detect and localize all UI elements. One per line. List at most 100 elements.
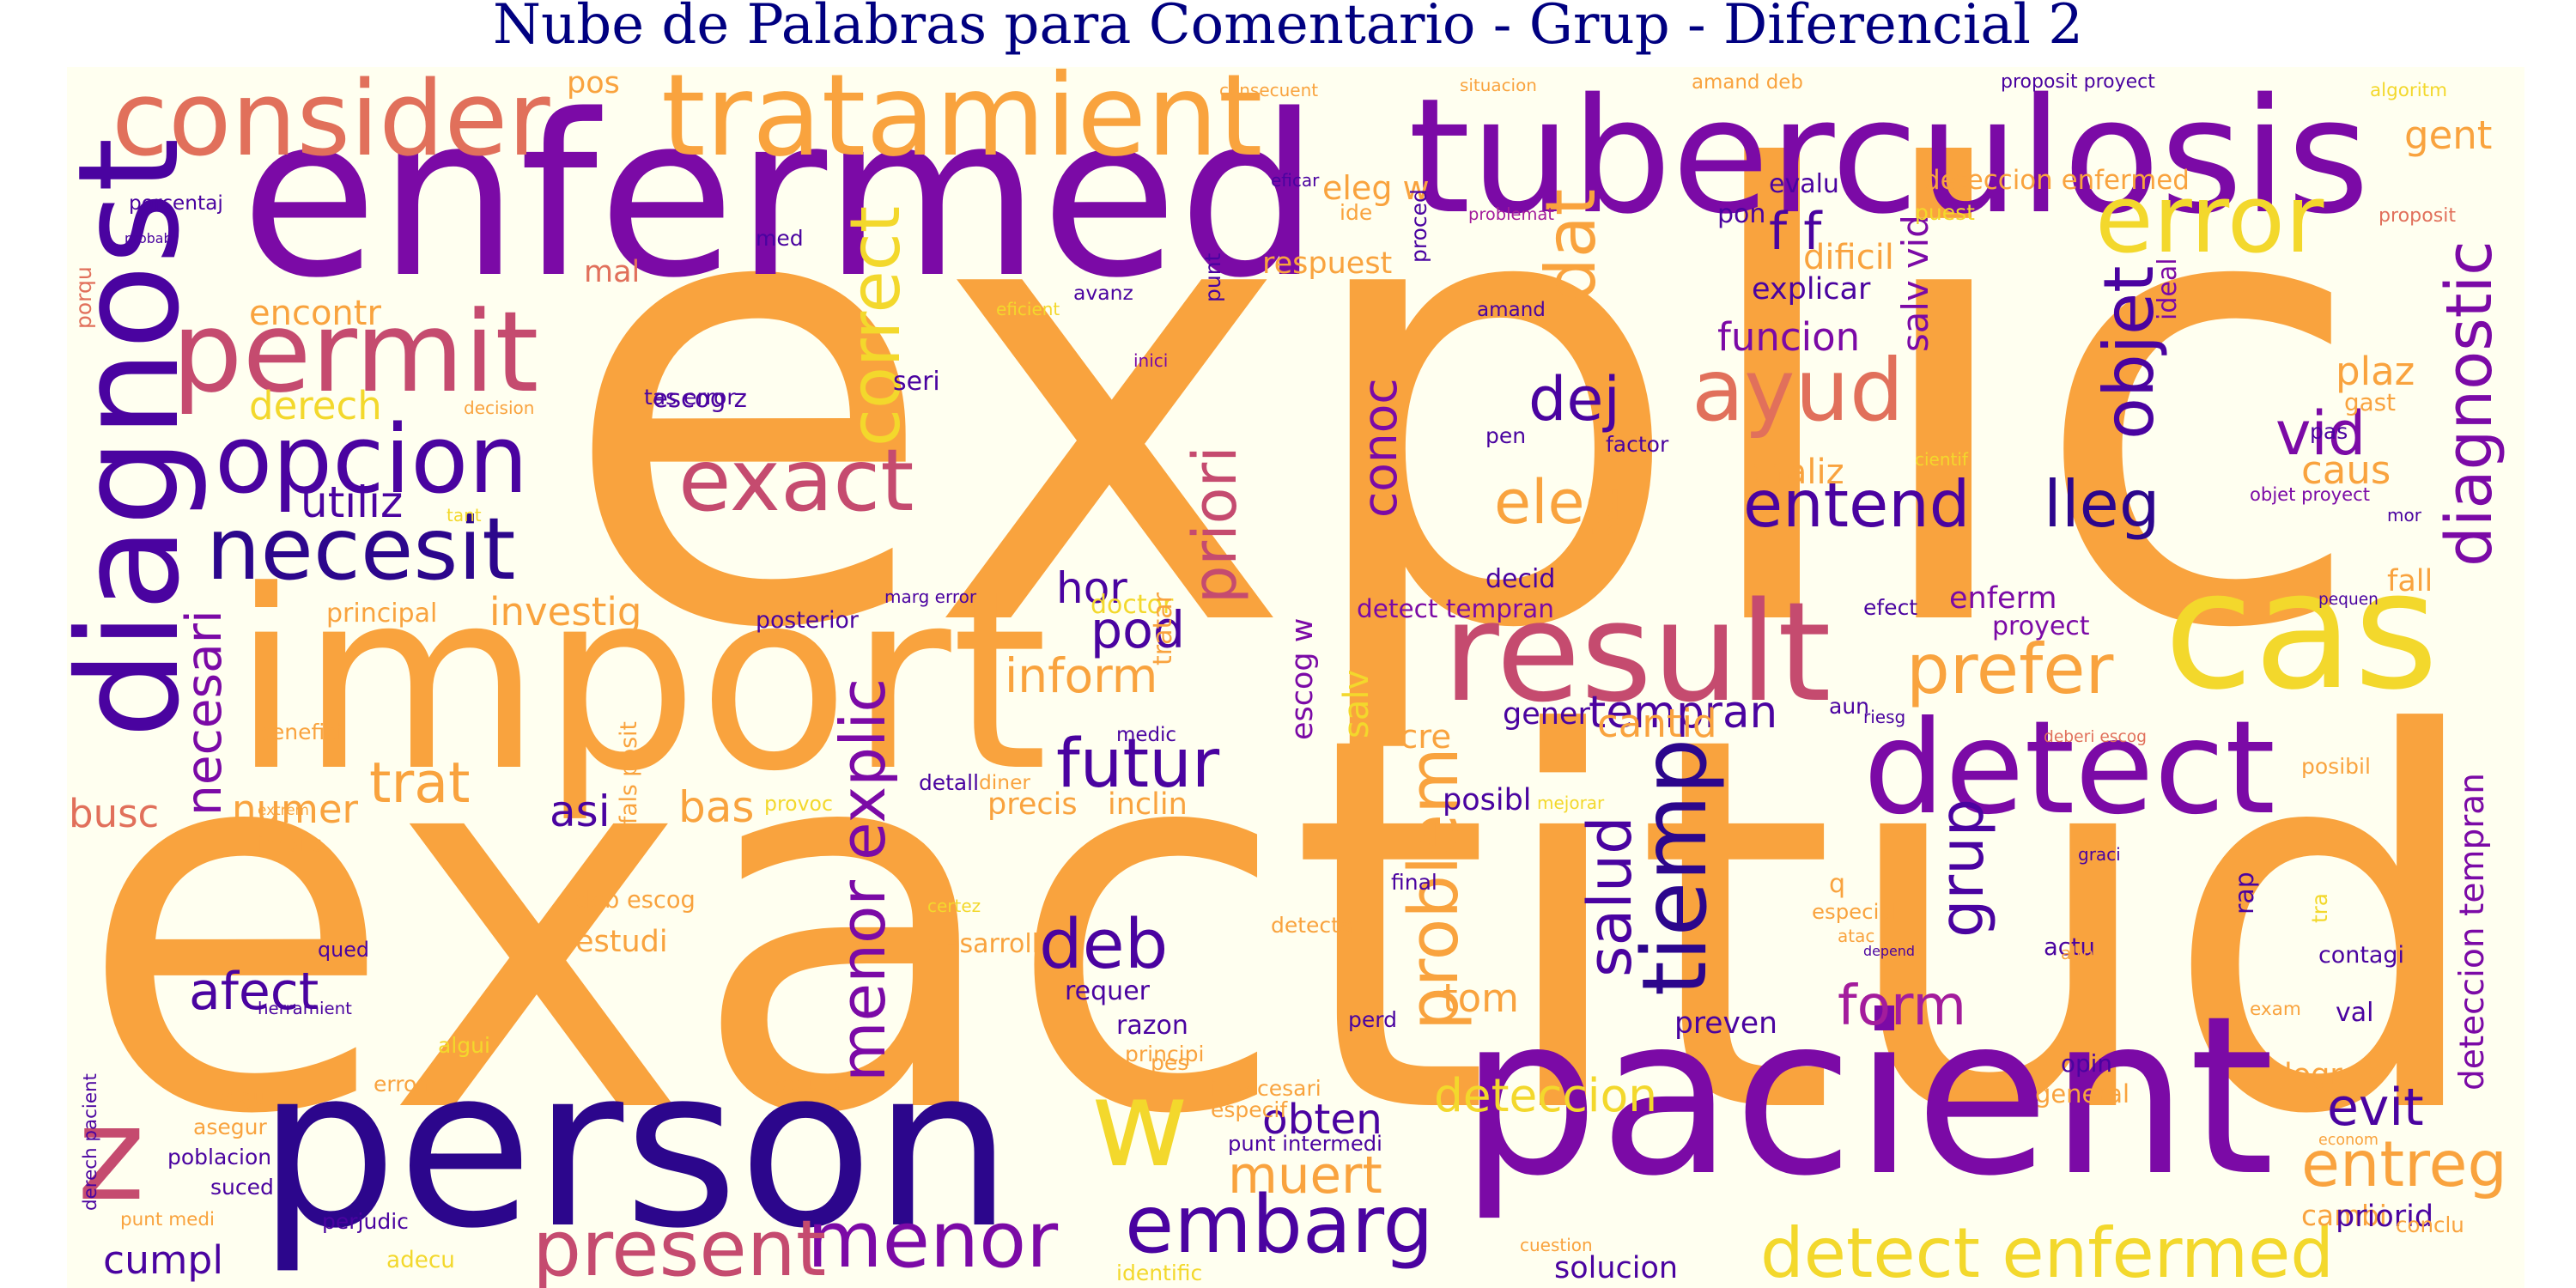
cloud-word: tratamient — [661, 67, 1263, 182]
cloud-word: explicar — [1752, 272, 1871, 307]
cloud-word: mal — [584, 255, 641, 289]
cloud-word: analiz — [1743, 453, 1844, 492]
cloud-word: precis — [987, 787, 1078, 822]
cloud-word: derech — [249, 383, 382, 428]
cloud-word: tom — [1443, 975, 1520, 1021]
cloud-word: identific — [1116, 1261, 1203, 1285]
cloud-word: algoritm — [2370, 80, 2448, 101]
cloud-word: explic — [558, 67, 2370, 763]
cloud-word: cumpl — [103, 1237, 223, 1283]
cloud-word: deb escog — [575, 887, 696, 914]
cloud-word: encontr — [249, 294, 381, 333]
cloud-word: proyect — [1992, 611, 2090, 641]
cloud-word: contagi — [2318, 942, 2405, 969]
cloud-word: problemat — [1468, 204, 1554, 224]
cloud-word: proced — [1406, 189, 1431, 263]
cloud-word: asi — [550, 787, 611, 836]
cloud-word: respuest — [1262, 246, 1393, 281]
cloud-word: doctor — [1091, 590, 1174, 620]
cloud-word: futur — [1056, 724, 1220, 803]
cloud-word: necesit — [206, 499, 516, 599]
cloud-word: result — [1443, 572, 1832, 732]
cloud-word: conoc — [1352, 378, 1407, 518]
cloud-word: desarroll — [927, 929, 1040, 959]
cloud-word: situacion — [1460, 75, 1537, 95]
cloud-word: consider — [112, 67, 550, 179]
cloud-word: pacient — [1460, 969, 2275, 1224]
cloud-word: priorid — [2336, 1200, 2434, 1234]
cloud-word: puest — [1915, 200, 1975, 225]
cloud-word: plaz — [2336, 349, 2415, 394]
cloud-word: escog w — [1285, 618, 1320, 741]
cloud-word: especif — [1211, 1097, 1288, 1122]
cloud-word: principi — [1125, 1042, 1205, 1066]
cloud-word: cas — [2164, 536, 2439, 726]
cloud-word: posterior — [756, 607, 859, 634]
cloud-word: qued — [318, 938, 369, 962]
cloud-word: vid — [2275, 398, 2366, 469]
cloud-word: detect enfermed — [1760, 1213, 2335, 1288]
cloud-word: implic — [258, 831, 322, 856]
cloud-word: rap — [2230, 872, 2260, 914]
cloud-word: med — [756, 226, 804, 251]
cloud-word: grup — [1927, 798, 1997, 938]
cloud-word: porqu — [71, 266, 96, 329]
cloud-word: marg error — [884, 586, 977, 607]
cloud-word: porcentaj — [129, 191, 223, 215]
cloud-word: deteccion tempran — [2453, 772, 2492, 1091]
cloud-word: innecesari — [1211, 1076, 1321, 1101]
cloud-word: depend — [1863, 943, 1915, 959]
cloud-word: z — [77, 1080, 145, 1230]
cloud-word: q — [1829, 869, 1846, 899]
cloud-word: mor — [2387, 505, 2421, 526]
cloud-word: certez — [927, 896, 981, 916]
cloud-word: punt — [1200, 252, 1225, 303]
cloud-word: fall — [2387, 564, 2433, 598]
cloud-word: exact — [678, 430, 914, 531]
cloud-word: pes — [1151, 1050, 1189, 1075]
cloud-word: utiliz — [301, 477, 404, 527]
cloud-word: decision — [464, 398, 535, 418]
cloud-word: salv vid — [1894, 215, 1936, 352]
cloud-word: econom — [2318, 1132, 2379, 1149]
cloud-word: embarg — [1125, 1178, 1434, 1271]
cloud-word: riesg — [1863, 707, 1906, 727]
cloud-word: inclin — [1108, 787, 1188, 822]
cloud-word: eleg w — [1322, 169, 1430, 207]
cloud-word: cuestion — [1520, 1235, 1593, 1255]
cloud-word: requer — [1065, 976, 1150, 1006]
cloud-word: general — [2035, 1079, 2129, 1109]
cloud-word: hor — [1056, 563, 1127, 613]
cloud-word: detectar — [1271, 913, 1362, 938]
cloud-word: seri — [893, 367, 940, 397]
cloud-word: gent — [2404, 112, 2493, 158]
cloud-word: posibil — [2301, 754, 2371, 779]
cloud-word: amand — [1477, 299, 1546, 321]
cloud-word: enfermed — [240, 68, 1320, 327]
cloud-word: efect — [1863, 595, 1918, 620]
cloud-word: herramient — [258, 999, 352, 1018]
word-cloud: explic exactitud enfermed import person pacie… — [67, 67, 2524, 1288]
cloud-word: diner — [979, 770, 1031, 794]
cloud-word: segu — [215, 1084, 267, 1109]
cloud-word: pon — [1717, 199, 1766, 229]
cloud-word: proposit — [2379, 204, 2457, 227]
cloud-word: ayud — [1692, 340, 1905, 440]
cloud-word: exactitud — [77, 627, 2490, 1227]
cloud-word: punt intermedi — [1228, 1132, 1382, 1156]
cloud-word: provoc — [764, 792, 833, 816]
cloud-word: cientif — [1915, 449, 1968, 470]
cloud-word: extrem — [258, 801, 309, 818]
cloud-word: enferm — [1949, 581, 2057, 616]
cloud-word: obten — [1262, 1096, 1382, 1144]
cloud-word: conclu — [2396, 1212, 2464, 1237]
cloud-word: entend — [1743, 466, 1971, 542]
cloud-word: tratar — [1148, 592, 1178, 665]
cloud-word: objet proyect — [2250, 483, 2371, 505]
cloud-word: priori — [1180, 446, 1250, 605]
cloud-word: tant — [447, 505, 482, 526]
cloud-word: import — [232, 538, 1048, 825]
cloud-word: preven — [1674, 1006, 1777, 1041]
cloud-word: cambi — [2301, 1200, 2387, 1232]
cloud-word: cantid — [1597, 701, 1717, 746]
